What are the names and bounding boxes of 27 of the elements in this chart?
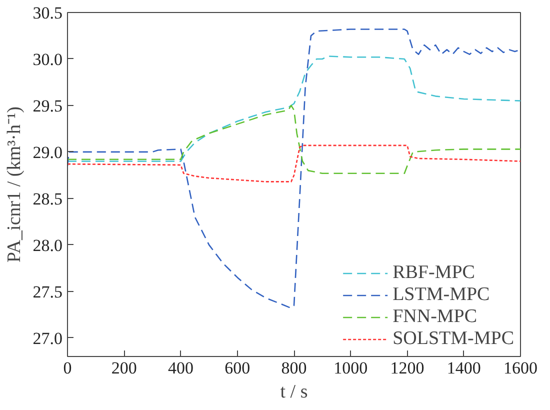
y-tick-label: 28.0 (32, 236, 62, 255)
y-tick-label: 28.5 (32, 189, 62, 208)
y-axis-title: PA_icnr1 / (km³·h⁻¹) (4, 106, 25, 263)
x-tick-label: 1400 (446, 358, 481, 378)
x-tick-label: 200 (111, 358, 137, 378)
y-tick-label: 27.0 (32, 328, 62, 348)
legend-label: SOLSTM-MPC (392, 328, 514, 350)
x-tick-label: 800 (281, 358, 307, 378)
y-tick-label: 29.0 (32, 142, 62, 162)
legend-label: FNN-MPC (392, 306, 478, 328)
y-tick-label: 27.5 (32, 282, 62, 302)
legend-label: LSTM-MPC (392, 284, 490, 306)
y-tick-label: 29.5 (32, 96, 62, 116)
x-tick-label: 1200 (390, 358, 424, 378)
y-tick-label: 30.0 (32, 50, 62, 69)
line-series (68, 104, 520, 174)
line-series (68, 28, 520, 309)
line-series (68, 56, 520, 162)
line-series (68, 144, 520, 182)
x-tick-label: 600 (224, 358, 250, 378)
x-axis-title: t / s (280, 382, 308, 402)
x-tick-label: 1600 (504, 358, 538, 378)
x-tick-label: 400 (168, 358, 194, 378)
x-tick-label: 1000 (334, 358, 368, 378)
x-tick-label: 0 (63, 358, 72, 378)
y-tick-label: 30.5 (32, 4, 62, 22)
legend-label: RBF-MPC (392, 262, 475, 284)
